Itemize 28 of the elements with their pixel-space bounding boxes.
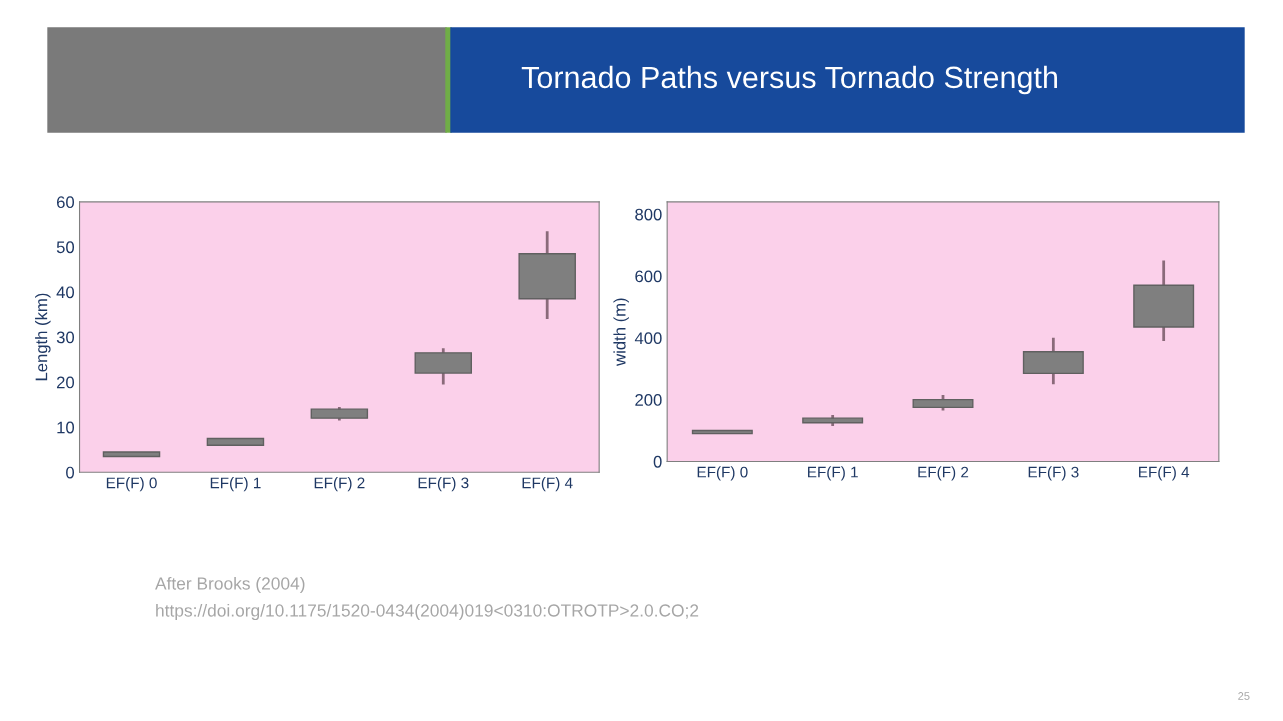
x-tick-label: EF(F) 2 [918, 466, 969, 481]
y-axis-title: Length (km) [35, 293, 51, 381]
x-tick-label: EF(F) 1 [210, 477, 261, 492]
y-tick-label: 200 [635, 394, 662, 406]
x-tick-label: EF(F) 3 [1028, 466, 1079, 481]
text: https://doi.org/10.1175/1520-0434(2004)019<0310:OTROTP>2.0.CO;2 [156, 603, 699, 621]
chart-title: Tornado Paths versus Tornado Strength [521, 65, 1057, 95]
x-tick-label: EF(F) 1 [808, 466, 858, 481]
y-tick-label: 600 [635, 270, 662, 283]
y-tick-label: 10 [57, 421, 75, 434]
x-tick-label: EF(F) 4 [1139, 466, 1190, 481]
y-tick-label: 40 [56, 286, 75, 299]
y-tick-label: 0 [66, 466, 75, 479]
y-tick-label: 60 [56, 196, 75, 209]
x-tick-label: EF(F) 4 [522, 477, 573, 492]
y-tick-label: 800 [635, 208, 662, 221]
y-tick-label: 20 [56, 376, 75, 389]
x-tick-label: EF(F) 0 [106, 477, 157, 492]
text: 25 [1238, 692, 1250, 700]
x-tick-label: EF(F) 0 [697, 466, 748, 481]
y-tick-label: 0 [653, 455, 662, 468]
text: After Brooks (2004) [155, 576, 305, 594]
y-tick-label: 30 [56, 331, 75, 344]
y-axis-title: width (m) [613, 298, 629, 366]
y-tick-label: 50 [56, 241, 75, 254]
y-tick-label: 400 [634, 332, 662, 345]
x-tick-label: EF(F) 2 [314, 477, 365, 492]
x-tick-label: EF(F) 3 [418, 477, 469, 492]
